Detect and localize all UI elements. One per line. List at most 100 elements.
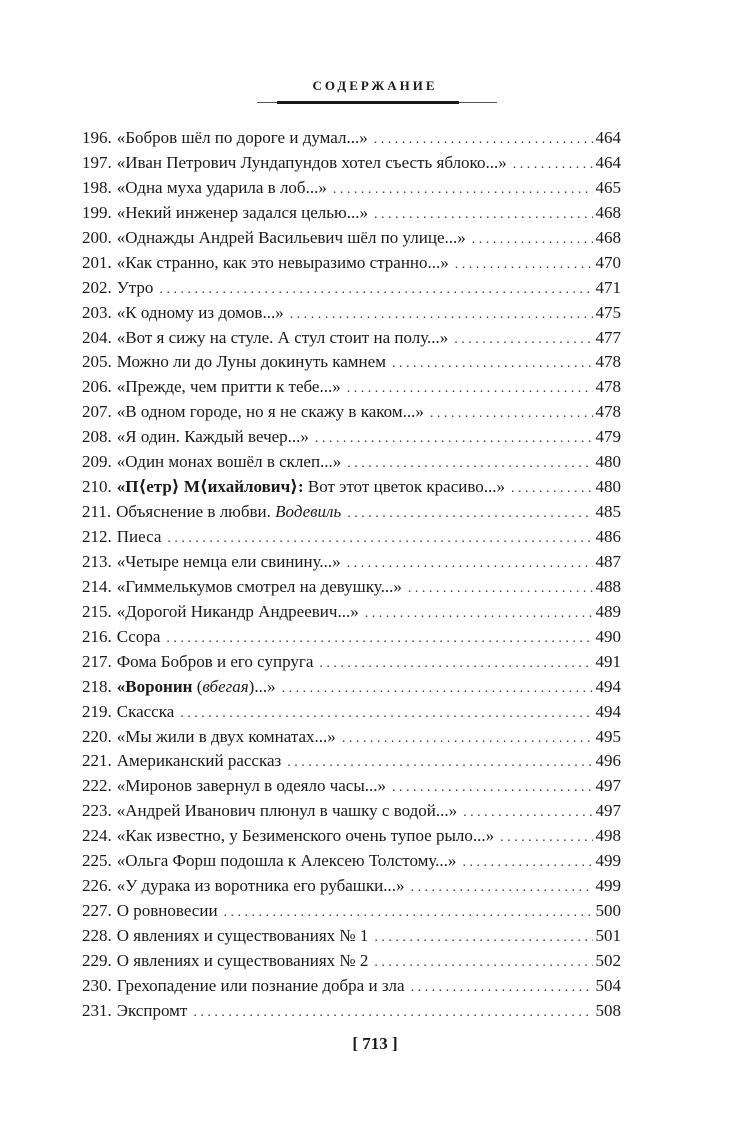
entry-title-segment: «Как странно, как это невыразимо странно… [116, 252, 449, 272]
entry-title: «Одна муха ударила в лоб...» [117, 176, 327, 200]
toc-entry: 219.Скасска 494 [82, 700, 621, 725]
entry-page: 470 [595, 252, 622, 272]
entry-title: «Однажды Андрей Васильевич шёл по улице.… [117, 226, 466, 250]
entry-title-segment: Скасска [116, 701, 175, 721]
entry-page: 477 [595, 327, 622, 347]
entry-title-segment: ( [192, 676, 203, 696]
entry-title-segment: «Один монах вошёл в склеп...» [116, 452, 342, 472]
entry-title: Скасска [117, 700, 175, 724]
toc-entry: 224. «Как известно, у Безименского очень … [82, 824, 621, 849]
dot-leader [287, 751, 592, 775]
entry-title: Утро [117, 276, 154, 300]
entry-title: «Дорогой Никандр Андреевич...» [117, 600, 359, 624]
table-of-contents: 196.«Бобров шёл по дороге и думал...» 464… [82, 126, 621, 1024]
toc-entry: 211.Объяснение в любви. Водевиль 485 [82, 500, 621, 525]
dot-leader [347, 552, 593, 576]
entry-title-segment: Утро [116, 277, 154, 297]
entry-title-segment: Ссора [116, 626, 161, 646]
entry-number: 221. [82, 751, 112, 771]
entry-number: 226. [82, 876, 112, 896]
toc-entry: 207. «В одном городе, но я не скажу в как… [82, 400, 621, 425]
entry-number: 205. [82, 352, 112, 372]
entry-title: «Некий инженер задался целью...» [117, 201, 368, 225]
entry-title-segment: «Мы жили в двух комнатах...» [116, 726, 336, 746]
toc-entry: 225. «Ольга Форш подошла к Алексею Толсто… [82, 849, 621, 874]
toc-entry: 213.«Четыре немца ели свинину...» 487 [82, 550, 621, 575]
toc-entry: 212. Пиеса 486 [82, 525, 621, 550]
entry-number: 204. [82, 327, 112, 347]
entry-title: О явлениях и существованиях № 1 [117, 924, 369, 948]
entry-page: 494 [595, 676, 622, 696]
entry-number: 209. [82, 452, 112, 472]
dot-leader [374, 128, 593, 152]
entry-title: Экспромт [117, 999, 188, 1023]
entry-page: 486 [595, 527, 622, 546]
toc-entry: 223. «Андрей Иванович плюнул в чашку с во… [82, 799, 621, 824]
entry-number: 223. [82, 801, 112, 821]
entry-page: 502 [595, 950, 622, 970]
entry-title: «Я один. Каждый вечер...» [117, 425, 309, 449]
entry-title-segment: «К одному из домов...» [116, 302, 284, 322]
entry-number: 207. [82, 402, 112, 422]
dot-leader [159, 278, 592, 302]
entry-title-segment: вбегая [202, 676, 249, 696]
toc-entry: 221.Американский рассказ 496 [82, 749, 621, 774]
entry-number: 212. [82, 527, 112, 546]
entry-number: 231. [82, 1000, 112, 1020]
entry-page: 496 [595, 751, 622, 771]
entry-page: 464 [595, 152, 622, 172]
entry-title-segment: «У дурака из воротника его рубашки...» [116, 876, 405, 896]
entry-title-segment: «Я один. Каждый вечер...» [116, 427, 309, 447]
toc-entry: 200. «Однажды Андрей Васильевич шёл по ул… [82, 226, 621, 251]
entry-title: О ровновесии [117, 899, 218, 923]
entry-title-segment: Вот этот цветок красиво...» [303, 477, 506, 497]
dot-leader [500, 826, 592, 850]
toc-entry: 199.«Некий инженер задался целью...» 468 [82, 201, 621, 226]
entry-title: «Ольга Форш подошла к Алексею Толстому..… [117, 849, 457, 873]
entry-title: «В одном городе, но я не скажу в каком..… [117, 400, 424, 424]
dot-leader [463, 801, 592, 825]
entry-title-segment: О явлениях и существованиях № 1 [116, 926, 369, 945]
dot-leader [347, 502, 592, 526]
entry-title: Пиеса [117, 525, 162, 549]
toc-entry: 214. «Гиммелькумов смотрел на девушку...»… [82, 575, 621, 600]
entry-page: 489 [595, 601, 622, 621]
entry-title-segment: «Гиммелькумов смотрел на девушку...» [116, 576, 402, 596]
entry-page: 499 [595, 876, 622, 896]
entry-page: 479 [595, 427, 622, 447]
dot-leader [193, 1001, 592, 1025]
entry-number: 211. [82, 502, 112, 522]
entry-number: 200. [82, 227, 112, 247]
entry-number: 225. [82, 851, 112, 871]
dot-leader [315, 427, 593, 451]
dot-leader [224, 901, 593, 925]
entry-title-segment: )...» [248, 676, 276, 696]
entry-title: «Воронин (вбегая)...» [117, 675, 276, 699]
entry-number: 220. [82, 726, 112, 746]
dot-leader [342, 727, 593, 751]
entry-title-segment: «Андрей Иванович плюнул в чашку с водой.… [116, 801, 458, 821]
toc-entry: 204. «Вот я сижу на стуле. А стул стоит н… [82, 326, 621, 351]
entry-title: Грехопадение или познание добра и зла [117, 974, 405, 998]
entry-number: 196. [82, 128, 112, 147]
entry-title: «Четыре немца ели свинину...» [117, 550, 341, 574]
toc-entry: 226. «У дурака из воротника его рубашки..… [82, 874, 621, 899]
entry-page: 464 [595, 128, 622, 147]
entry-page: 500 [595, 901, 622, 921]
entry-number: 206. [82, 377, 112, 397]
entry-number: 224. [82, 826, 112, 846]
entry-title-segment: Водевиль [275, 502, 342, 522]
entry-title: «У дурака из воротника его рубашки...» [117, 874, 405, 898]
entry-number: 208. [82, 427, 112, 447]
entry-page: 478 [595, 402, 622, 422]
entry-number: 214. [82, 576, 112, 596]
entry-number: 222. [82, 776, 112, 796]
section-title: СОДЕРЖАНИЕ [312, 78, 438, 93]
entry-title-segment: «Иван Петрович Лундапундов хотел съесть … [116, 152, 507, 172]
entry-page: 495 [595, 726, 622, 746]
toc-entry: 220.«Мы жили в двух комнатах...» 495 [82, 725, 621, 750]
entry-number: 202. [82, 277, 112, 297]
entry-number: 201. [82, 252, 112, 272]
dot-leader [333, 178, 593, 202]
entry-number: 210. [82, 477, 112, 497]
